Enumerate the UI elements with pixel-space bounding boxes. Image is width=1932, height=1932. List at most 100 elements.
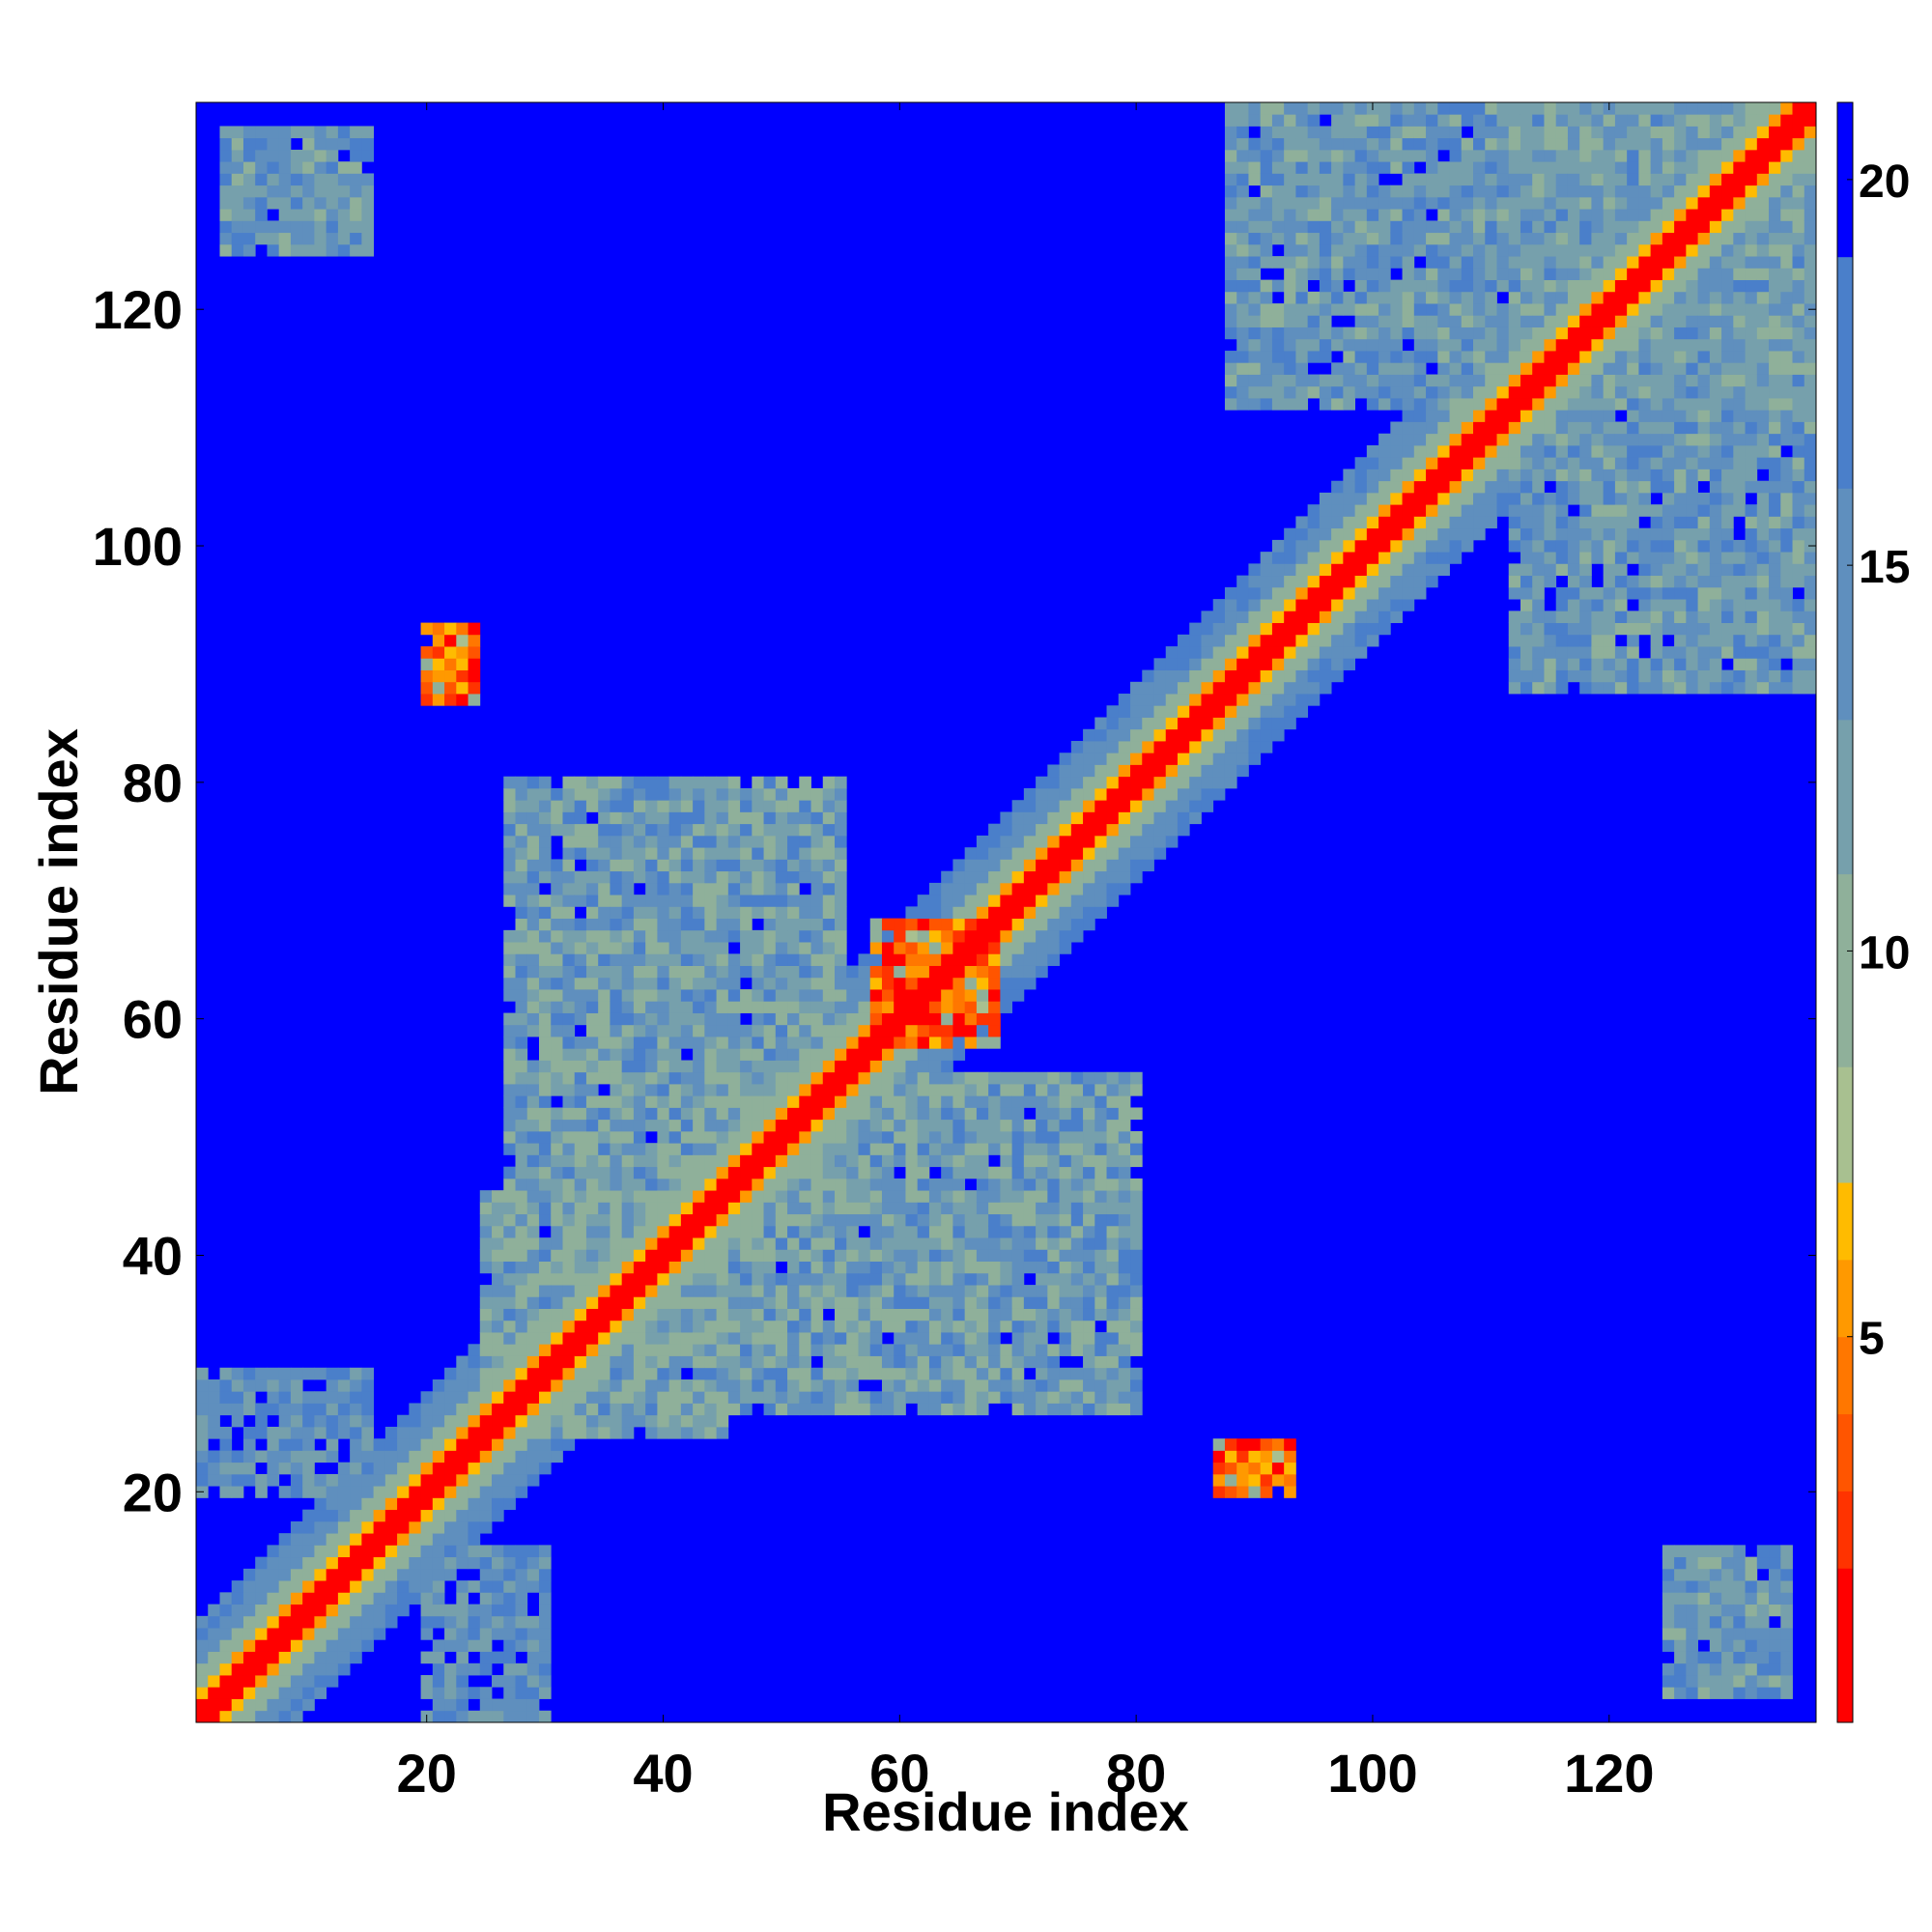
- heatmap-cell: [633, 1154, 646, 1168]
- heatmap-cell: [1295, 185, 1309, 198]
- heatmap-cell: [384, 1556, 398, 1570]
- heatmap-cell: [1260, 1462, 1273, 1475]
- heatmap-cell: [574, 918, 587, 931]
- heatmap-cell: [633, 1107, 646, 1121]
- heatmap-cell: [1378, 196, 1391, 210]
- heatmap-cell: [964, 1213, 978, 1227]
- heatmap-cell: [858, 1285, 871, 1297]
- heatmap-cell: [384, 1520, 398, 1534]
- heatmap-cell: [598, 918, 611, 931]
- heatmap-cell: [1319, 398, 1332, 411]
- heatmap-cell: [1520, 527, 1533, 541]
- heatmap-cell: [633, 1308, 646, 1321]
- heatmap-cell: [716, 1379, 729, 1392]
- heatmap-cell: [1059, 1249, 1072, 1262]
- heatmap-cell: [468, 1462, 481, 1475]
- heatmap-cell: [917, 1107, 930, 1121]
- heatmap-cell: [1437, 161, 1450, 174]
- heatmap-cell: [1426, 161, 1438, 174]
- heatmap-cell: [928, 1178, 942, 1191]
- heatmap-cell: [716, 953, 729, 966]
- heatmap-cell: [917, 1225, 930, 1238]
- heatmap-cell: [1118, 823, 1131, 837]
- heatmap-cell: [680, 1403, 694, 1416]
- heatmap-cell: [574, 1426, 587, 1439]
- heatmap-cell: [727, 1261, 741, 1274]
- heatmap-cell: [787, 1060, 800, 1073]
- heatmap-cell: [1094, 1403, 1107, 1416]
- heatmap-cell: [952, 859, 966, 872]
- heatmap-cell: [727, 835, 741, 848]
- heatmap-cell: [1177, 741, 1190, 753]
- heatmap-cell: [1248, 741, 1262, 753]
- heatmap-cell: [610, 776, 623, 789]
- heatmap-cell: [1083, 1261, 1095, 1274]
- heatmap-cell: [1520, 149, 1533, 162]
- heatmap-cell: [881, 1107, 895, 1121]
- heatmap-cell: [1579, 669, 1592, 683]
- heatmap-cell: [515, 1450, 528, 1463]
- heatmap-cell: [1473, 161, 1486, 174]
- heatmap-cell: [976, 1237, 989, 1250]
- heatmap-cell: [610, 918, 623, 931]
- heatmap-cell: [1070, 929, 1084, 943]
- heatmap-cell: [479, 1639, 493, 1652]
- heatmap-cell: [503, 1367, 516, 1380]
- heatmap-cell: [621, 1119, 635, 1132]
- heatmap-cell: [492, 1261, 504, 1274]
- heatmap-cell: [822, 1367, 836, 1380]
- heatmap-cell: [242, 173, 256, 186]
- heatmap-cell: [1224, 161, 1237, 174]
- heatmap-cell: [456, 1520, 469, 1534]
- heatmap-cell: [562, 1119, 576, 1132]
- heatmap-cell: [941, 1202, 953, 1215]
- heatmap-cell: [1343, 137, 1355, 151]
- heatmap-cell: [752, 1261, 764, 1274]
- heatmap-cell: [633, 1391, 646, 1404]
- heatmap-cell: [574, 1202, 587, 1215]
- heatmap-cell: [621, 1107, 635, 1121]
- heatmap-cell: [397, 1462, 410, 1475]
- heatmap-cell: [1449, 149, 1463, 162]
- heatmap-cell: [1579, 385, 1592, 399]
- heatmap-cell: [456, 1675, 469, 1688]
- heatmap-cell: [1307, 646, 1321, 659]
- heatmap-cell: [1023, 1190, 1037, 1203]
- heatmap-cell: [1366, 527, 1379, 541]
- heatmap-cell: [1224, 256, 1237, 269]
- heatmap-cell: [964, 953, 978, 966]
- heatmap-cell: [1390, 469, 1403, 482]
- heatmap-cell: [1390, 232, 1403, 245]
- heatmap-cell: [267, 1639, 280, 1652]
- heatmap-cell: [633, 942, 646, 954]
- heatmap-cell: [1366, 504, 1379, 517]
- heatmap-cell: [1248, 398, 1262, 411]
- heatmap-cell: [503, 1580, 516, 1593]
- heatmap-cell: [846, 1190, 859, 1203]
- heatmap-cell: [964, 1107, 978, 1121]
- heatmap-cell: [267, 126, 280, 139]
- heatmap-cell: [290, 161, 303, 174]
- heatmap-cell: [645, 1379, 658, 1392]
- heatmap-cell: [1047, 1143, 1060, 1155]
- heatmap-cell: [810, 800, 824, 812]
- heatmap-cell: [1059, 776, 1072, 789]
- heatmap-cell: [1000, 1225, 1013, 1238]
- heatmap-cell: [799, 1037, 811, 1049]
- heatmap-cell: [657, 1130, 670, 1144]
- heatmap-cell: [727, 1048, 741, 1061]
- heatmap-cell: [657, 1367, 670, 1380]
- heatmap-cell: [492, 1675, 504, 1688]
- heatmap-cell: [905, 1154, 919, 1168]
- heatmap-cell: [787, 953, 800, 966]
- heatmap-cell: [598, 1332, 611, 1345]
- heatmap-cell: [231, 1615, 244, 1629]
- heatmap-cell: [574, 1296, 587, 1309]
- heatmap-cell: [1177, 800, 1190, 812]
- heatmap-cell: [492, 1710, 504, 1723]
- heatmap-cell: [633, 1379, 646, 1392]
- heatmap-cell: [538, 1048, 552, 1061]
- heatmap-cell: [1354, 256, 1368, 269]
- heatmap-cell: [835, 823, 847, 837]
- heatmap-cell: [397, 1509, 410, 1522]
